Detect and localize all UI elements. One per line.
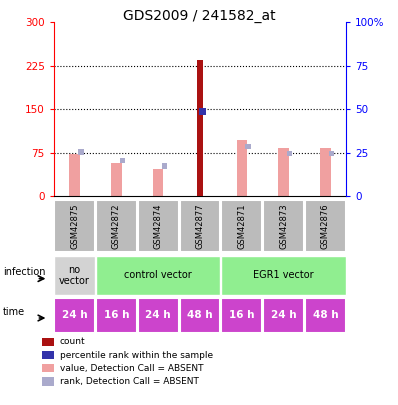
Bar bbox=[138, 200, 179, 252]
Bar bbox=[120, 158, 125, 163]
Bar bbox=[54, 298, 95, 333]
Text: 48 h: 48 h bbox=[187, 310, 213, 320]
Bar bbox=[287, 151, 293, 156]
Bar bbox=[305, 200, 346, 252]
Text: no
vector: no vector bbox=[59, 264, 90, 286]
Bar bbox=[42, 351, 55, 359]
Bar bbox=[153, 169, 164, 196]
Text: GDS2009 / 241582_at: GDS2009 / 241582_at bbox=[123, 9, 275, 23]
Bar bbox=[278, 148, 289, 196]
Bar bbox=[96, 200, 137, 252]
Bar bbox=[263, 200, 304, 252]
Text: GSM42875: GSM42875 bbox=[70, 203, 79, 249]
Bar bbox=[54, 200, 95, 252]
Bar bbox=[179, 200, 220, 252]
Text: control vector: control vector bbox=[124, 271, 192, 280]
Bar bbox=[138, 298, 179, 333]
Text: 24 h: 24 h bbox=[62, 310, 88, 320]
Text: time: time bbox=[3, 307, 25, 317]
Bar bbox=[42, 338, 55, 346]
Bar bbox=[42, 377, 55, 386]
Bar bbox=[42, 364, 55, 373]
Text: GSM42877: GSM42877 bbox=[195, 203, 205, 249]
Text: infection: infection bbox=[3, 267, 45, 277]
Bar bbox=[221, 256, 346, 295]
Bar bbox=[197, 60, 203, 196]
Text: GSM42876: GSM42876 bbox=[321, 203, 330, 249]
Text: GSM42873: GSM42873 bbox=[279, 203, 288, 249]
Bar bbox=[69, 154, 80, 196]
Bar bbox=[54, 256, 95, 295]
Text: 16 h: 16 h bbox=[229, 310, 255, 320]
Text: GSM42871: GSM42871 bbox=[237, 203, 246, 249]
Bar bbox=[320, 148, 331, 196]
Text: rank, Detection Call = ABSENT: rank, Detection Call = ABSENT bbox=[60, 377, 199, 386]
Bar bbox=[179, 298, 220, 333]
Text: GSM42872: GSM42872 bbox=[112, 203, 121, 249]
Bar bbox=[221, 200, 262, 252]
Bar bbox=[96, 256, 220, 295]
Bar bbox=[263, 298, 304, 333]
Text: 24 h: 24 h bbox=[145, 310, 171, 320]
Bar bbox=[246, 144, 251, 149]
Bar bbox=[221, 298, 262, 333]
Text: count: count bbox=[60, 337, 85, 346]
Bar bbox=[162, 163, 167, 168]
Text: 16 h: 16 h bbox=[103, 310, 129, 320]
Bar bbox=[199, 108, 205, 115]
Text: value, Detection Call = ABSENT: value, Detection Call = ABSENT bbox=[60, 364, 203, 373]
Text: EGR1 vector: EGR1 vector bbox=[253, 271, 314, 280]
Text: 48 h: 48 h bbox=[312, 310, 338, 320]
Bar bbox=[96, 298, 137, 333]
Text: GSM42874: GSM42874 bbox=[154, 203, 163, 249]
Bar bbox=[305, 298, 346, 333]
Text: 24 h: 24 h bbox=[271, 310, 297, 320]
Text: percentile rank within the sample: percentile rank within the sample bbox=[60, 351, 213, 360]
Bar bbox=[111, 163, 122, 196]
Bar bbox=[329, 151, 334, 156]
Bar bbox=[78, 149, 84, 155]
Bar bbox=[236, 140, 247, 196]
